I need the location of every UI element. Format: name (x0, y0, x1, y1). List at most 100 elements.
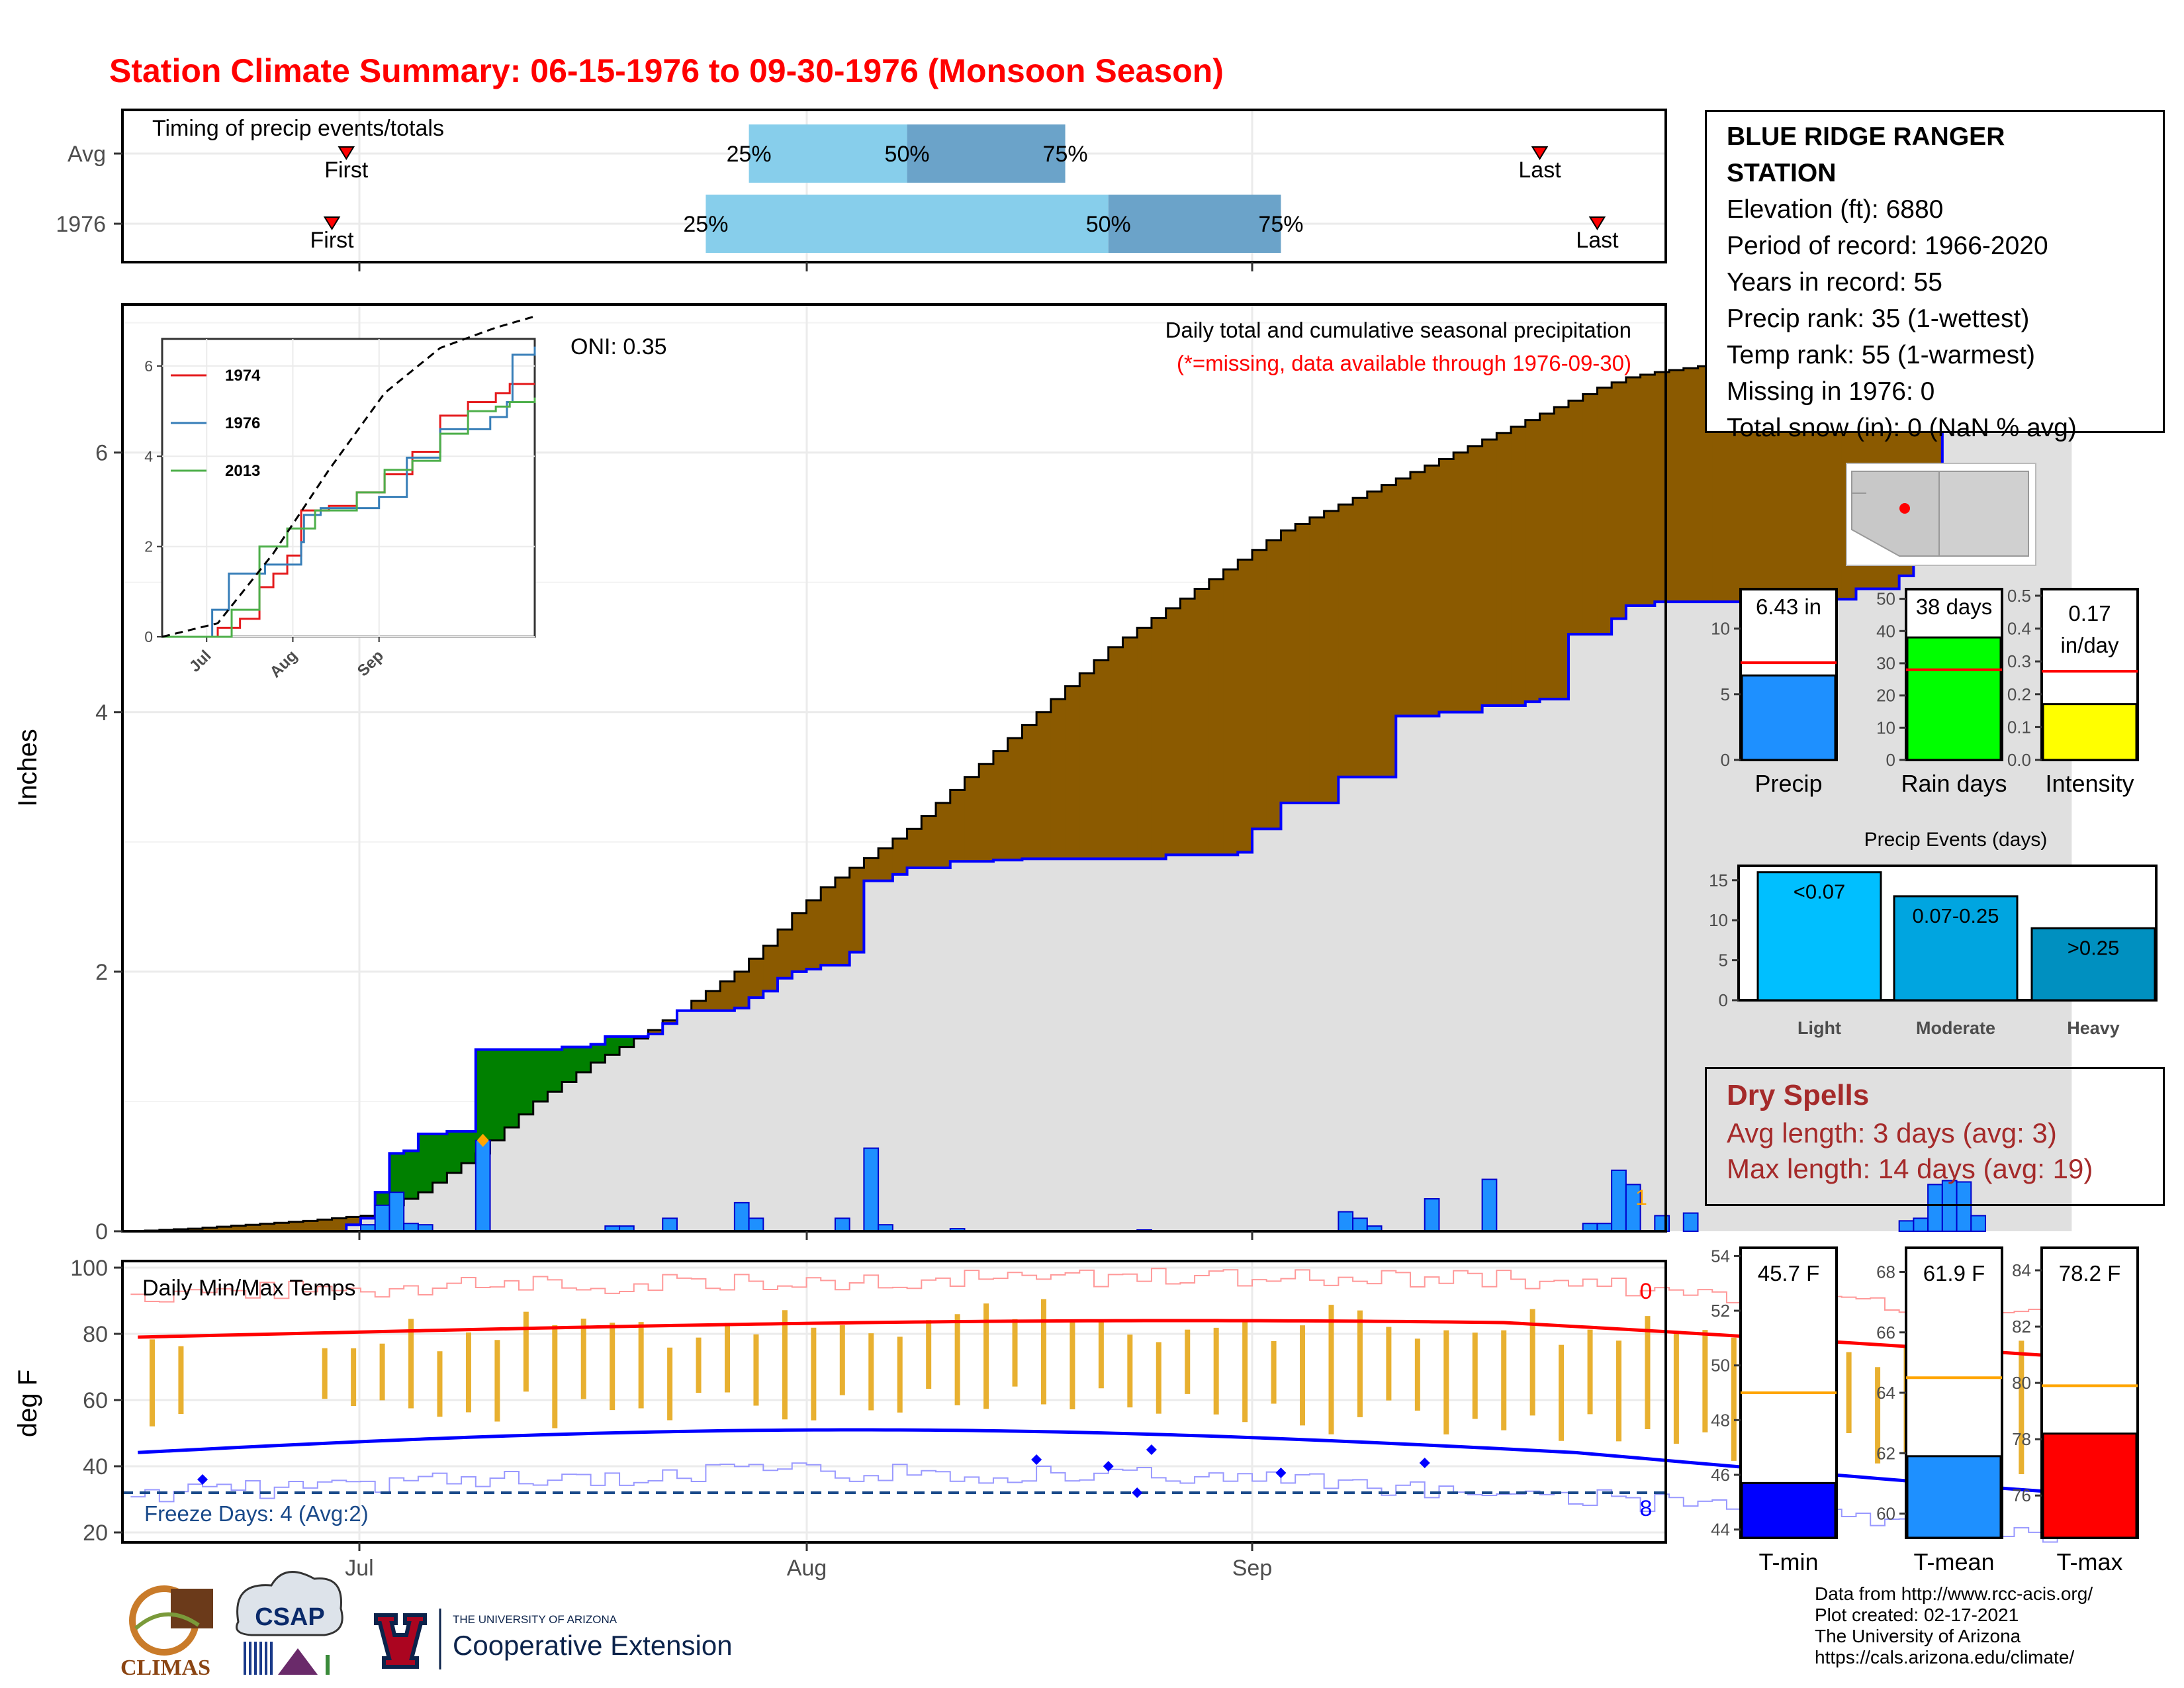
inset-legend-label: 2013 (225, 462, 260, 480)
main-frame (121, 303, 1667, 1233)
summary-ytick-label: 40 (1876, 621, 1895, 641)
summary-ytick-label: 10 (1711, 619, 1730, 639)
freeze-marker (1103, 1461, 1114, 1472)
deficit-band (936, 803, 951, 868)
logos: CLIMAS CSAP THE UNIVERSITY OF ARIZONA Coope… (120, 1571, 733, 1680)
timing-q50-q75-bar (1108, 195, 1281, 253)
station-location-marker (1899, 503, 1910, 514)
deficit-band (1309, 517, 1325, 804)
summary-ytick-label: 0 (1886, 750, 1895, 770)
deficit-band (289, 1221, 304, 1231)
csap-logo-mountain (278, 1648, 318, 1675)
ua-logo-small-text: THE UNIVERSITY OF ARIZONA (453, 1613, 617, 1626)
deficit-band (1467, 445, 1483, 712)
deficit-band (778, 929, 793, 978)
deficit-band (1295, 524, 1310, 804)
inset-legend-label: 1974 (225, 367, 261, 385)
daily-precip-bar (748, 1217, 764, 1233)
deficit-band (274, 1223, 289, 1231)
daily-precip-bar (1956, 1181, 1972, 1232)
temps-xtick-label: Sep (1232, 1556, 1273, 1581)
events-ytick-label: 10 (1709, 910, 1728, 930)
deficit-band (1208, 579, 1224, 855)
temps-ytick-label: 100 (70, 1256, 108, 1281)
inset-avg-line (161, 315, 535, 638)
tbar-ytick-label: 76 (2012, 1485, 2031, 1505)
deficit-band (734, 971, 750, 1008)
surplus-band (562, 1047, 577, 1082)
deficit-band (1582, 394, 1598, 635)
deficit-band (303, 1221, 318, 1231)
event-bar-label: Light (1797, 1018, 1841, 1038)
tbar-label: T-max (2056, 1548, 2122, 1575)
footer-university: The University of Arizona (1815, 1626, 2021, 1646)
inset-legend-label: 1976 (225, 414, 260, 432)
surplus-band (533, 1049, 549, 1102)
locator-map (1846, 463, 2036, 566)
daily-precip-bar (1424, 1197, 1440, 1233)
deficit-band (1683, 368, 1699, 602)
inset-ytick-label: 4 (144, 447, 153, 465)
events-panel: Precip Events (days) <0.07 Light 0.07-0.25 M… (1709, 829, 2158, 1038)
events-ytick-label: 0 (1719, 990, 1728, 1010)
deficit-band (1655, 372, 1670, 602)
university-a-logo (374, 1613, 427, 1669)
deficit-band (332, 1218, 347, 1231)
temps-xtick-label: Jul (345, 1556, 373, 1581)
timing-first-marker (338, 146, 355, 160)
freeze-marker (1031, 1454, 1042, 1465)
timing-q25-label: 25% (727, 142, 772, 167)
tbar-label: T-mean (1913, 1548, 1994, 1575)
deficit-band (1496, 433, 1512, 706)
dry-spells-title: Dry Spells (1727, 1079, 1870, 1111)
elevation: Elevation (ft): 6880 (1727, 195, 1944, 224)
new-mexico-shape (1938, 471, 2029, 557)
station-name-line2: STATION (1727, 159, 1837, 187)
tbar-value: 61.9 F (1923, 1261, 1985, 1286)
timing-q25-label: 25% (683, 212, 728, 237)
deficit-band (705, 991, 721, 1011)
deficit-band (1252, 549, 1267, 829)
summary-ytick-label: 5 (1721, 684, 1730, 704)
temps-panel-label: Daily Min/Max Temps (142, 1276, 355, 1301)
deficit-band (346, 1217, 361, 1225)
deficit-band (993, 751, 1009, 861)
main-ytick-label: 6 (95, 441, 108, 466)
deficit-band (849, 868, 865, 953)
main-ytick-label: 0 (95, 1219, 108, 1244)
summary-ytick-label: 0.2 (2007, 684, 2031, 704)
summary-ytick-label: 0 (1721, 750, 1730, 770)
daily-precip-bar (1338, 1211, 1354, 1233)
deficit-band (246, 1225, 261, 1231)
summary-label: Precip (1754, 770, 1822, 797)
dry-spells-max: Max length: 14 days (avg: 19) (1727, 1153, 2093, 1184)
temps-ytick-label: 20 (83, 1521, 108, 1546)
surplus-band (490, 1049, 505, 1141)
surplus-band (619, 1036, 635, 1047)
timing-q25-q50-bar (749, 124, 907, 183)
summary-label: Rain days (1901, 770, 2007, 797)
surplus-band (432, 1133, 447, 1183)
freeze-marker (1132, 1487, 1143, 1498)
deficit-band (1453, 452, 1469, 712)
freeze-marker (1146, 1444, 1157, 1455)
deficit-band (1539, 413, 1555, 700)
tbar-T-max (2042, 1432, 2138, 1539)
deficit-band (1410, 472, 1426, 716)
timing-q50-label: 50% (885, 142, 930, 167)
event-bar-Light (1756, 871, 1882, 1002)
deficit-band (806, 900, 821, 969)
summary-value: 6.43 in (1756, 594, 1821, 619)
deficit-band (1281, 530, 1296, 804)
deficit-band (231, 1225, 246, 1231)
main-missing-note: (*=missing, data available through 1976-… (1177, 351, 1631, 375)
summary-ytick-label: 30 (1876, 653, 1895, 673)
deficit-band (1525, 420, 1541, 702)
deficit-band (1568, 400, 1584, 635)
event-bar-value: 0.07-0.25 (1913, 904, 1999, 927)
deficit-band (1022, 725, 1037, 859)
tbar-ytick-label: 80 (2012, 1373, 2031, 1393)
years-in-record: Years in record: 55 (1727, 268, 1942, 297)
timing-panel-label: Timing of precip events/totals (152, 116, 444, 141)
